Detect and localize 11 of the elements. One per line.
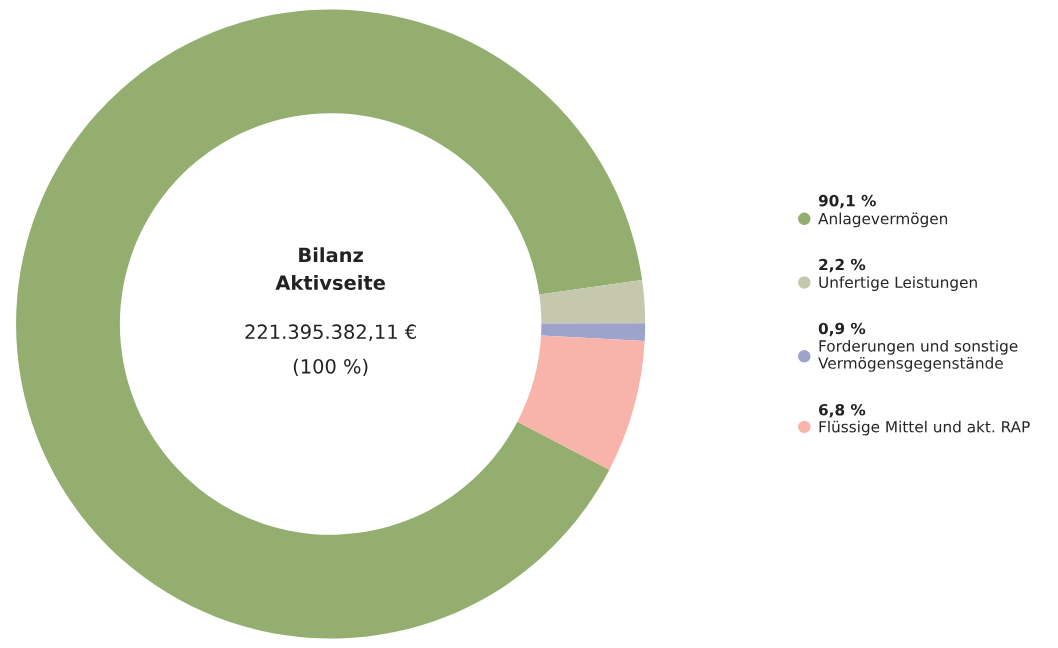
data-label: 2,2 % xyxy=(819,258,866,273)
data-label: 90,1 % xyxy=(818,194,876,209)
legend-label: Flüssige Mittel und akt. RAP xyxy=(819,420,1030,436)
text: 221.395.382,11 € xyxy=(245,324,416,342)
text: (100 %) xyxy=(293,358,368,376)
text: Bilanz Aktivseite xyxy=(275,247,385,291)
legend-label: Unfertige Leistungen xyxy=(819,276,977,291)
legend-label: Anlagevermögen xyxy=(818,212,948,228)
data-label: 6,8 % xyxy=(819,403,866,418)
data-label: 0,9 % xyxy=(818,322,866,337)
legend-label: Forderungen und sonstige Vermögensgegenstände xyxy=(818,339,1018,372)
